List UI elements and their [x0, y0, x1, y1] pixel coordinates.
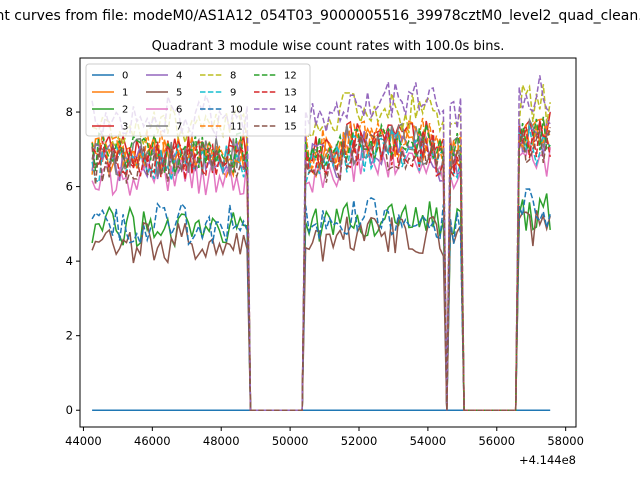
- series-line-10: [91, 188, 551, 411]
- series-line-6: [91, 141, 551, 411]
- legend-label-10: 10: [230, 105, 243, 116]
- y-tick-label: 0: [66, 403, 73, 417]
- figure-suptitle: Light curves from file: modeM0/AS1A12_05…: [0, 8, 640, 24]
- y-axis: 0 2 4 6 8: [66, 105, 80, 417]
- plot-frame: [79, 57, 577, 428]
- x-tick-label: 58000: [547, 434, 584, 448]
- legend-label-1: 1: [122, 88, 128, 99]
- legend-label-0: 0: [122, 71, 128, 82]
- legend-label-8: 8: [230, 71, 236, 82]
- x-tick-label: 44000: [65, 434, 102, 448]
- y-tick-label: 2: [66, 329, 73, 343]
- legend-label-13: 13: [284, 88, 297, 99]
- x-offset-label: +4.144e8: [519, 453, 576, 467]
- series-line-5: [91, 210, 551, 411]
- chart-title: Quadrant 3 module wise count rates with …: [152, 39, 505, 54]
- y-tick-label: 4: [66, 254, 73, 268]
- legend-label-4: 4: [176, 71, 182, 82]
- series-line-12: [91, 116, 551, 411]
- legend-label-5: 5: [176, 88, 182, 99]
- legend-label-14: 14: [284, 105, 297, 116]
- legend-label-7: 7: [176, 122, 182, 133]
- series-line-15: [91, 127, 551, 411]
- legend-label-12: 12: [284, 71, 297, 82]
- x-tick-label: 48000: [203, 434, 240, 448]
- x-tick-label: 46000: [134, 434, 171, 448]
- x-axis: 44000 46000 48000 50000 52000 54000 56000 58000: [65, 427, 584, 448]
- legend-label-9: 9: [230, 88, 236, 99]
- legend-label-11: 11: [230, 122, 243, 133]
- x-tick-label: 50000: [272, 434, 309, 448]
- x-tick-label: 54000: [410, 434, 447, 448]
- x-tick-label: 56000: [478, 434, 515, 448]
- legend-label-15: 15: [284, 122, 297, 133]
- legend-label-3: 3: [122, 122, 128, 133]
- x-tick-label: 52000: [341, 434, 378, 448]
- legend-label-6: 6: [176, 105, 182, 116]
- legend-label-2: 2: [122, 105, 128, 116]
- y-tick-label: 8: [66, 105, 73, 119]
- legend-box: [85, 63, 311, 137]
- y-tick-label: 6: [66, 180, 73, 194]
